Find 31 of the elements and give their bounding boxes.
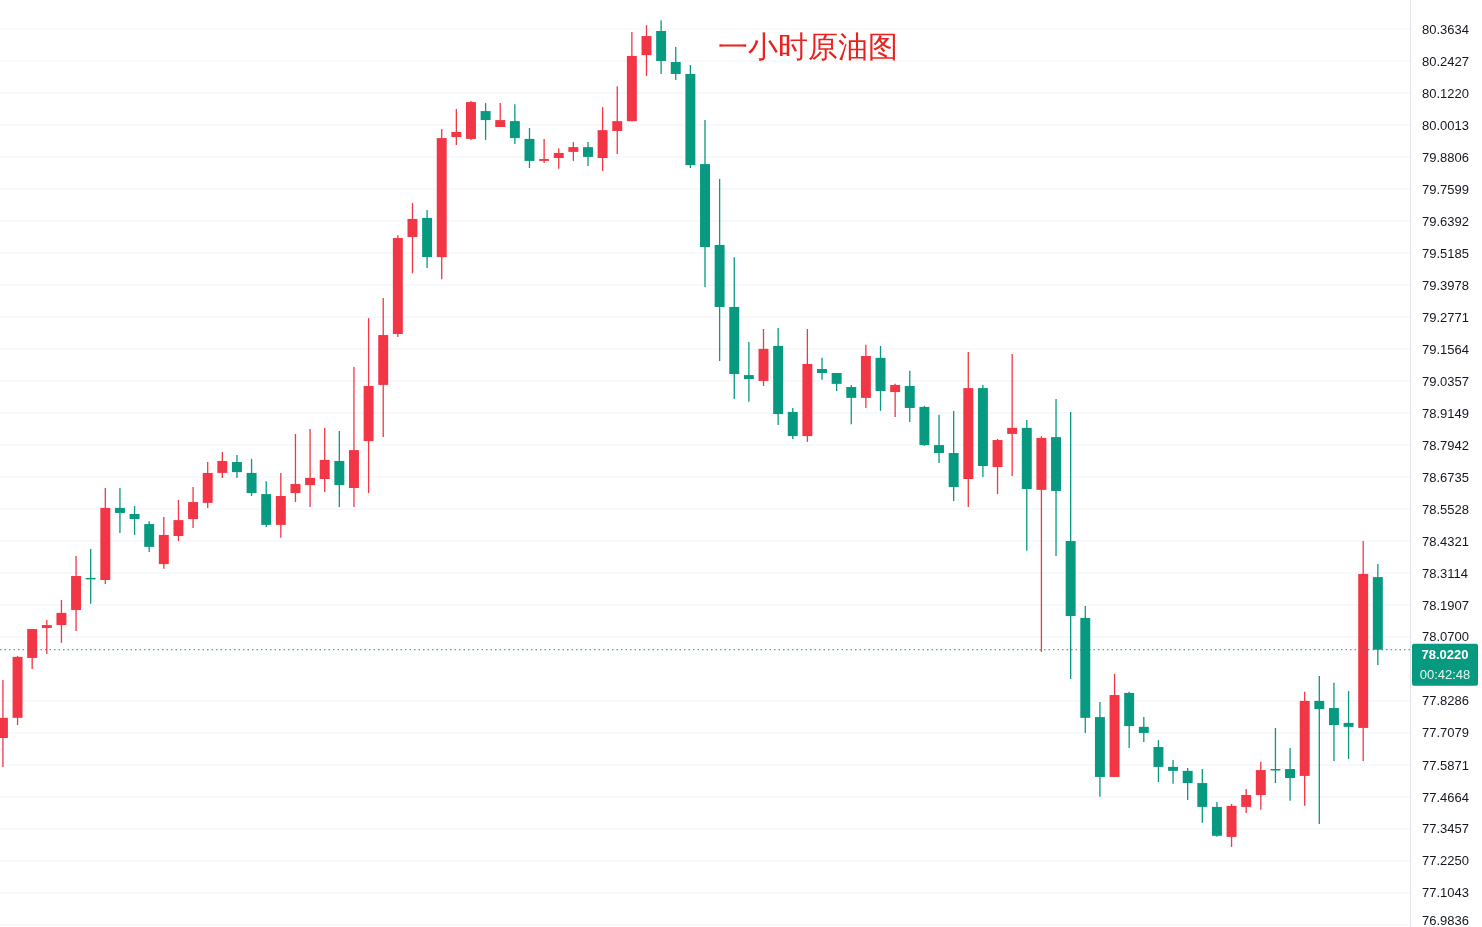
y-tick-label: 78.0700 xyxy=(1422,629,1469,645)
y-tick-label: 78.3114 xyxy=(1422,565,1469,581)
y-tick-label: 80.0013 xyxy=(1422,117,1469,133)
y-tick-label: 77.3457 xyxy=(1422,821,1469,837)
y-tick-label: 79.3978 xyxy=(1422,277,1469,293)
y-tick-label: 76.9836 xyxy=(1422,912,1469,927)
y-tick-label: 78.9149 xyxy=(1422,405,1469,421)
y-tick-label: 78.7942 xyxy=(1422,437,1469,453)
y-tick-label: 79.0357 xyxy=(1422,373,1469,389)
y-tick-label: 78.4321 xyxy=(1422,533,1469,549)
y-tick-label: 77.8286 xyxy=(1422,693,1469,709)
y-tick-label: 78.1907 xyxy=(1422,597,1469,613)
y-tick-label: 78.5528 xyxy=(1422,501,1469,517)
y-tick-label: 77.2250 xyxy=(1422,853,1469,869)
y-tick-label: 77.1043 xyxy=(1422,885,1469,901)
y-tick-label: 80.2427 xyxy=(1422,53,1469,69)
y-tick-label: 79.8806 xyxy=(1422,149,1469,165)
y-tick-label: 77.4664 xyxy=(1422,789,1469,805)
y-tick-label: 79.2771 xyxy=(1422,309,1469,325)
y-tick-label: 80.1220 xyxy=(1422,85,1469,101)
ref-line-label: 78.0220 xyxy=(1421,647,1469,663)
y-tick-label: 80.3634 xyxy=(1422,21,1469,37)
y-tick-label: 77.7079 xyxy=(1422,725,1469,741)
y-tick-label: 78.6735 xyxy=(1422,469,1469,485)
y-tick-label: 79.1564 xyxy=(1422,341,1469,357)
y-tick-label: 79.6392 xyxy=(1422,213,1469,229)
text: 一小时原油图 xyxy=(718,28,898,64)
text: 00:42:48 xyxy=(1419,667,1471,683)
y-tick-label: 77.5871 xyxy=(1422,757,1469,773)
y-tick-label: 79.7599 xyxy=(1422,181,1469,197)
y-tick-label: 79.5185 xyxy=(1422,245,1469,261)
